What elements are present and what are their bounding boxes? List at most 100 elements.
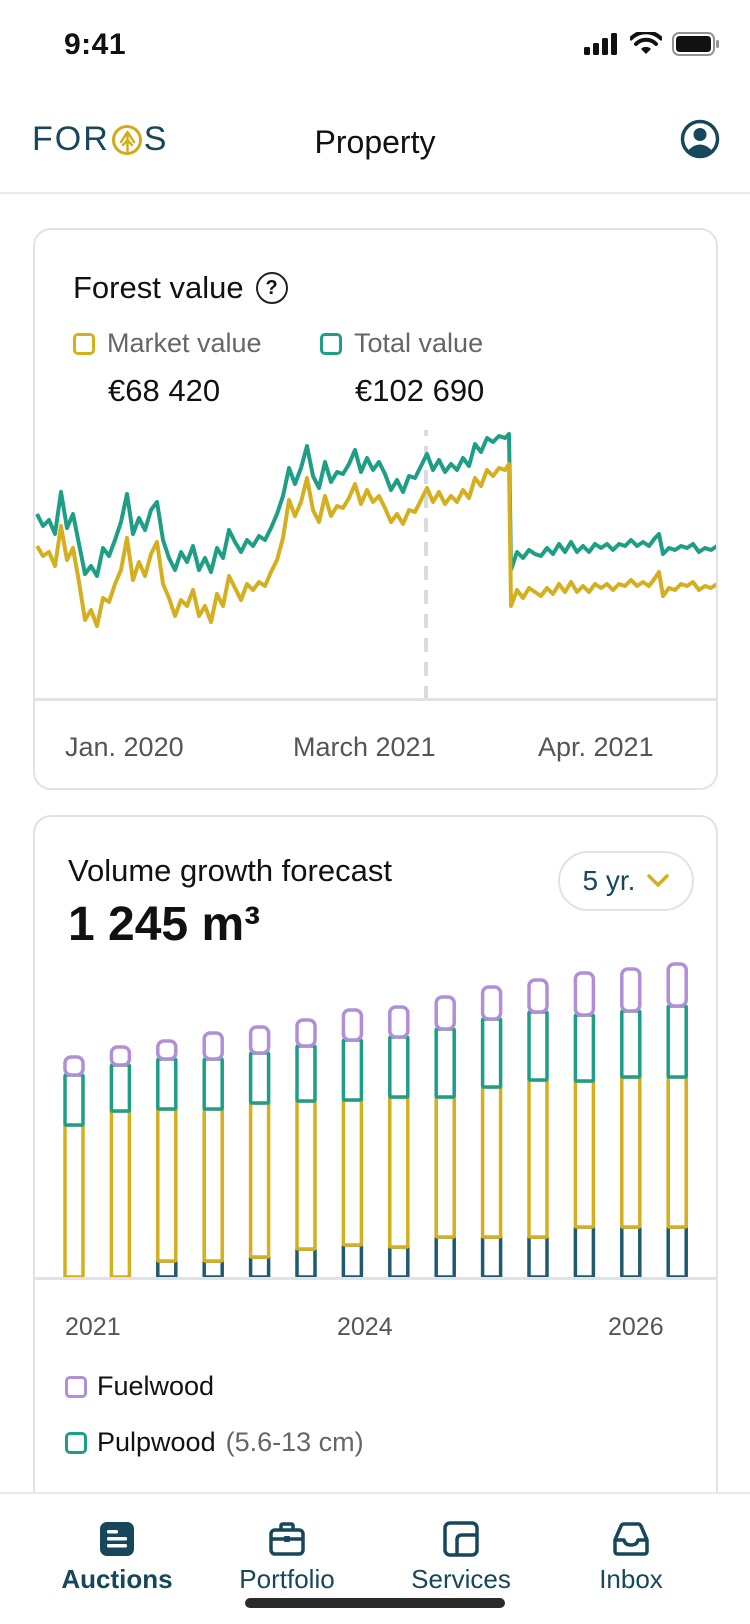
volume-stacked-bar-chart[interactable] xyxy=(35,947,718,1277)
newspaper-icon xyxy=(100,1522,134,1556)
volume-bar[interactable] xyxy=(295,1018,317,1277)
volume-bar-segment xyxy=(388,1095,410,1249)
legend-market-value[interactable]: Market value xyxy=(73,328,262,359)
volume-bar[interactable] xyxy=(341,1008,364,1277)
market-value-swatch xyxy=(73,332,95,355)
volume-bar[interactable] xyxy=(620,967,642,1277)
legend-pulpwood: Pulpwood (5.6-13 cm) xyxy=(65,1427,364,1458)
volume-bar-segment xyxy=(156,1057,178,1111)
volume-bar-segment xyxy=(620,967,642,1013)
total-value-amount: €102 690 xyxy=(355,373,485,408)
x-axis-label-start: Jan. 2020 xyxy=(65,732,184,762)
volume-bar-segment xyxy=(666,962,688,1008)
volume-bar-segment xyxy=(434,995,456,1031)
volume-bar-segment xyxy=(341,1008,364,1042)
inbox-icon xyxy=(613,1522,649,1556)
volume-bar-segment xyxy=(620,1075,642,1229)
x-axis-label-end: 2026 xyxy=(608,1313,664,1341)
x-axis-label-middle: 2024 xyxy=(337,1313,393,1341)
legend-label: Fuelwood xyxy=(97,1371,215,1401)
forest-value-line-chart[interactable] xyxy=(35,430,718,700)
total-value-swatch xyxy=(320,332,342,355)
legend-label: Total value xyxy=(354,328,484,358)
volume-bar-segment xyxy=(666,1075,688,1229)
volume-bar-segment xyxy=(248,1101,271,1259)
chevron-down-icon xyxy=(647,874,670,887)
foros-logo[interactable]: FOR S xyxy=(32,120,168,159)
volume-bar-segment xyxy=(63,1123,85,1277)
volume-bar-segment xyxy=(573,1225,596,1277)
forest-value-title: Forest value ? xyxy=(73,270,288,306)
signal-icon xyxy=(584,33,617,55)
volume-bar-segment xyxy=(341,1098,364,1247)
volume-bar[interactable] xyxy=(527,978,549,1277)
pulpwood-swatch xyxy=(65,1431,87,1454)
profile-button[interactable] xyxy=(680,119,720,159)
volume-bar[interactable] xyxy=(248,1025,271,1277)
volume-bar-segment xyxy=(527,1010,549,1082)
volume-bar-segment xyxy=(434,1095,456,1239)
volume-bar-segment xyxy=(480,1017,503,1089)
tab-auctions[interactable]: Auctions xyxy=(42,1520,192,1595)
status-icons xyxy=(584,32,720,56)
tab-label: Services xyxy=(411,1564,511,1594)
status-time: 9:41 xyxy=(64,28,127,61)
volume-bar[interactable] xyxy=(202,1031,224,1277)
volume-bar-segment xyxy=(573,1013,596,1083)
volume-bar[interactable] xyxy=(109,1045,132,1277)
volume-bar[interactable] xyxy=(666,962,688,1277)
volume-bar[interactable] xyxy=(434,995,456,1277)
tab-label: Inbox xyxy=(599,1564,663,1594)
volume-bar-segment xyxy=(388,1005,410,1039)
layout-icon xyxy=(443,1521,479,1557)
volume-bar-segment xyxy=(202,1259,224,1277)
volume-bar[interactable] xyxy=(388,1005,410,1277)
legend-total-value[interactable]: Total value xyxy=(320,328,483,359)
volume-bar-segment xyxy=(620,1009,642,1079)
tab-label: Portfolio xyxy=(239,1564,335,1594)
tab-inbox[interactable]: Inbox xyxy=(556,1520,706,1595)
volume-bar-segment xyxy=(527,978,549,1014)
volume-bar-segment xyxy=(480,1235,503,1277)
volume-bar-segment xyxy=(573,1079,596,1229)
user-circle-icon xyxy=(680,119,720,159)
tab-portfolio[interactable]: Portfolio xyxy=(212,1520,362,1595)
chart-divider xyxy=(35,698,716,701)
battery-icon xyxy=(672,32,719,56)
volume-bar-segment xyxy=(480,985,503,1021)
logo-text-right: S xyxy=(143,120,169,158)
legend-fuelwood: Fuelwood xyxy=(65,1371,214,1402)
forest-value-title-text: Forest value xyxy=(73,270,244,305)
legend-note: (5.6-13 cm) xyxy=(225,1427,364,1457)
range-select[interactable]: 5 yr. xyxy=(558,851,694,911)
volume-bar-segment xyxy=(109,1109,132,1277)
volume-title: Volume growth forecast xyxy=(68,853,392,888)
volume-forecast-card: Volume growth forecast 1 245 m³ 5 yr. 20… xyxy=(33,815,718,1495)
volume-bar-segment xyxy=(156,1039,178,1061)
legend-label: Pulpwood xyxy=(97,1427,216,1457)
volume-bar[interactable] xyxy=(63,1055,85,1277)
help-icon[interactable]: ? xyxy=(255,272,288,304)
volume-bar-segment xyxy=(109,1063,132,1113)
volume-bar-segment xyxy=(156,1259,178,1277)
status-bar: 9:41 xyxy=(0,0,750,94)
volume-bar[interactable] xyxy=(156,1039,178,1277)
x-axis-label-middle: March 2021 xyxy=(293,732,436,762)
briefcase-icon xyxy=(269,1522,305,1556)
volume-bar-segment xyxy=(295,1099,317,1251)
x-axis-label-end: Apr. 2021 xyxy=(538,732,654,762)
volume-bar[interactable] xyxy=(480,985,503,1277)
fuelwood-swatch xyxy=(65,1375,87,1398)
volume-bar-segment xyxy=(63,1055,85,1077)
volume-bar[interactable] xyxy=(573,971,596,1277)
volume-bar-segment xyxy=(480,1085,503,1239)
home-indicator xyxy=(245,1598,505,1608)
volume-bar-segment xyxy=(434,1027,456,1099)
volume-bar-segment xyxy=(666,1225,688,1277)
volume-bar-segment xyxy=(248,1051,271,1105)
volume-bar-segment xyxy=(527,1078,549,1239)
volume-bar-segment xyxy=(341,1038,364,1102)
volume-bar-segment xyxy=(527,1235,549,1277)
logo-text-left: FOR xyxy=(32,120,110,158)
tab-services[interactable]: Services xyxy=(386,1520,536,1595)
